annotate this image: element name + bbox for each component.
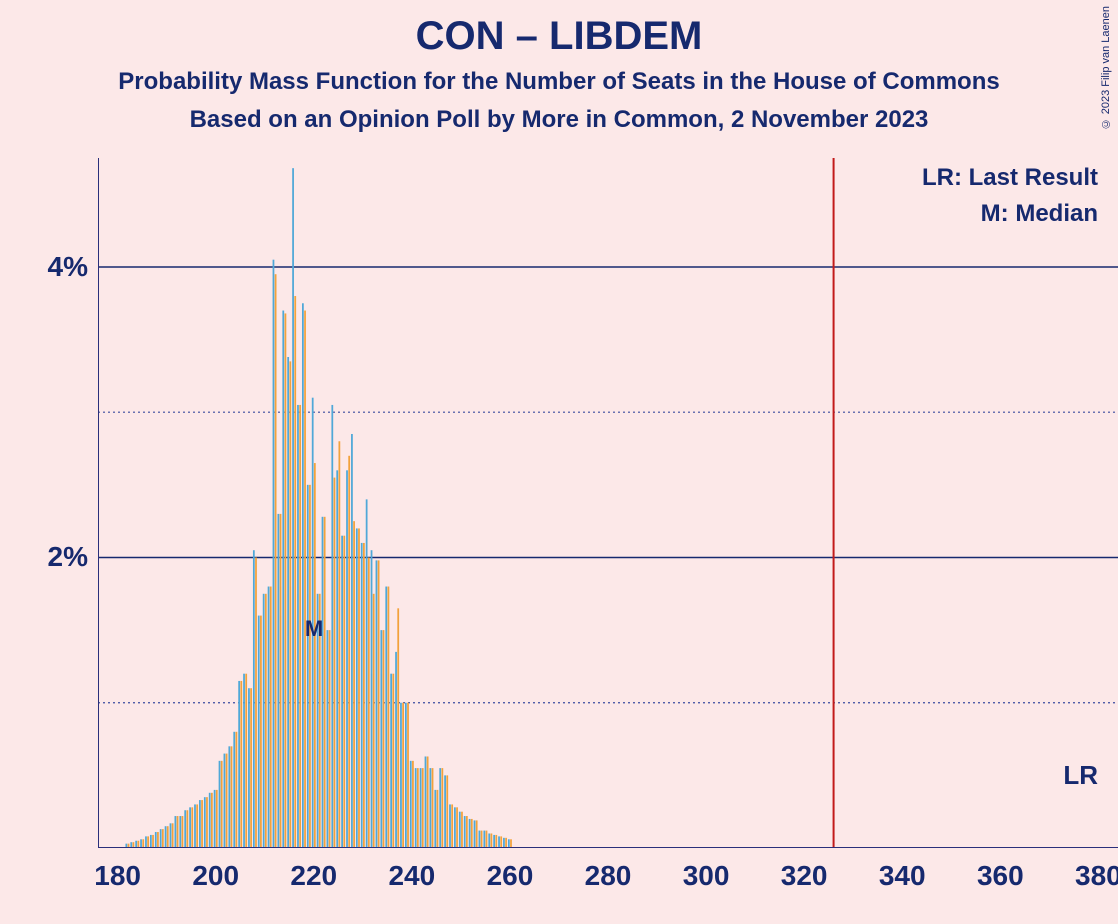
x-tick-label: 320 <box>781 860 828 892</box>
legend-last-result: LR: Last Result <box>922 164 1098 192</box>
x-tick-label: 180 <box>94 860 141 892</box>
chart-subtitle-1: Probability Mass Function for the Number… <box>0 68 1118 96</box>
copyright-text: © 2023 Filip van Laenen <box>1100 6 1112 129</box>
x-tick-label: 280 <box>585 860 632 892</box>
bar-series <box>125 168 511 848</box>
grid-lines <box>98 267 1118 703</box>
median-label: M <box>305 616 323 642</box>
y-tick-label: 2% <box>0 541 88 573</box>
x-tick-label: 240 <box>388 860 435 892</box>
chart-title: CON – LIBDEM <box>0 14 1118 59</box>
x-tick-label: 260 <box>487 860 534 892</box>
chart-svg <box>98 158 1118 848</box>
x-tick-label: 340 <box>879 860 926 892</box>
x-tick-label: 360 <box>977 860 1024 892</box>
x-tick-label: 220 <box>290 860 337 892</box>
chart-container: CON – LIBDEM Probability Mass Function f… <box>0 0 1118 924</box>
y-tick-label: 4% <box>0 251 88 283</box>
y-axis-labels: 2% 4% <box>0 158 88 848</box>
x-tick-label: 200 <box>192 860 239 892</box>
chart-subtitle-2: Based on an Opinion Poll by More in Comm… <box>0 106 1118 134</box>
legend-median: M: Median <box>981 200 1098 228</box>
x-tick-label: 300 <box>683 860 730 892</box>
x-tick-label: 380 <box>1075 860 1118 892</box>
lr-marker-label: LR <box>1063 760 1098 791</box>
x-axis-labels: 180200220240260280300320340360380 <box>98 860 1118 900</box>
